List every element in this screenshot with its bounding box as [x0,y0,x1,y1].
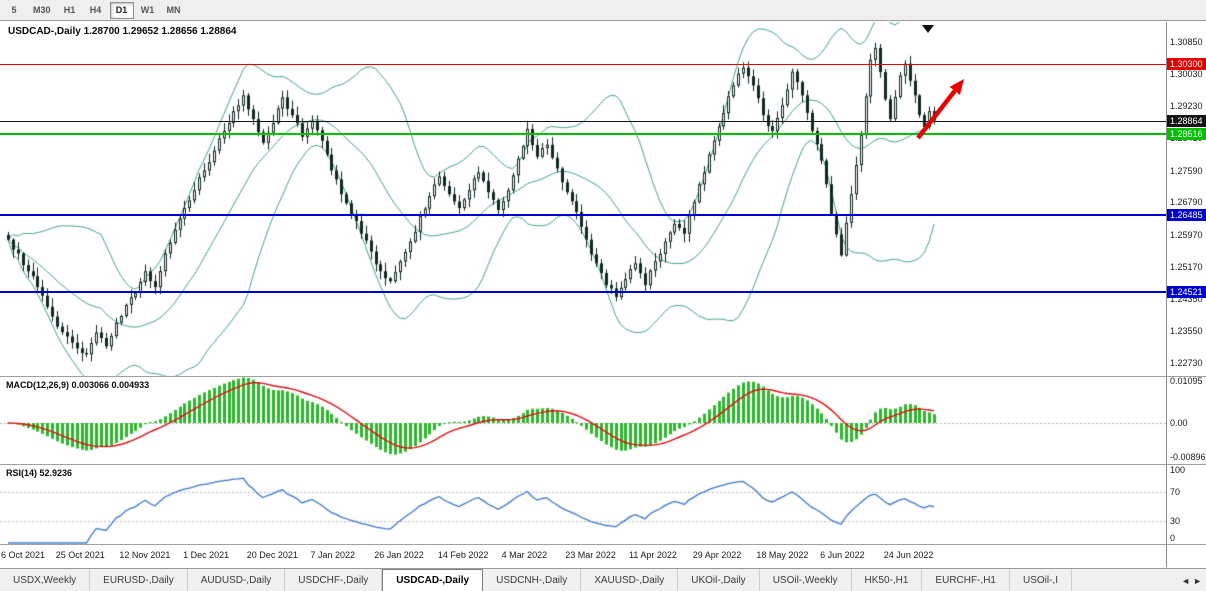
rsi-tick-label: 100 [1170,465,1186,475]
timeframe-button-m30[interactable]: M30 [33,5,51,15]
date-tick-label: 6 Jun 2022 [820,550,865,560]
date-tick-label: 11 Apr 2022 [629,550,677,560]
date-tick-label: 1 Dec 2021 [183,550,230,560]
date-tick-label: 23 Mar 2022 [565,550,616,560]
price-badge-1.26485: 1.26485 [1167,209,1206,221]
rsi-tick-label: 30 [1170,516,1181,527]
timeframe-button-h1[interactable]: H1 [63,5,76,15]
date-tick-label: 20 Dec 2021 [246,550,298,560]
price-badge-1.28864: 1.28864 [1167,115,1206,127]
tab-audusd-daily[interactable]: AUDUSD-,Daily [188,569,286,591]
date-tick-label: 14 Feb 2022 [437,550,489,560]
tab-usoil-i[interactable]: USOil-,I [1010,569,1072,591]
autoscroll-marker-icon[interactable] [922,25,934,33]
price-tick-label: 1.30850 [1170,37,1203,47]
date-tick-label: 26 Jan 2022 [374,550,424,560]
date-tick-label: 18 May 2022 [756,550,809,560]
timeframe-button-mn[interactable]: MN [166,5,181,15]
macd-tick-label: 0.01095 [1170,376,1203,386]
price-tick-label: 1.24350 [1170,293,1203,304]
timeframe-button-h4[interactable]: H4 [89,5,102,15]
macd-tick-label: -0.00896 [1170,452,1206,463]
macd-tick-label: 0.00 [1170,418,1188,428]
date-tick-label: 25 Oct 2021 [55,550,105,560]
price-axis[interactable]: 1.308501.300301.292301.284101.275901.267… [1166,22,1206,567]
price-tick-label: 1.23550 [1170,325,1203,336]
price-tick-label: 1.25970 [1170,229,1203,240]
pane-separator[interactable] [0,464,1206,465]
rsi-indicator-label: RSI(14) 52.9236 [6,468,73,478]
tab-hk50-h1[interactable]: HK50-,H1 [852,569,923,591]
timeframe-button-w1[interactable]: W1 [140,5,155,15]
price-line-1.28516[interactable] [0,133,1166,135]
tab-usdx-weekly[interactable]: USDX,Weekly [0,569,91,591]
tab-scroll-left-button[interactable]: ◄ [1181,575,1191,586]
tab-ukoil-daily[interactable]: UKOil-,Daily [678,569,760,591]
price-line-1.24521[interactable] [0,291,1166,293]
tab-usdcnh-daily[interactable]: USDCNH-,Daily [483,569,582,591]
price-tick-label: 1.30030 [1170,69,1203,80]
price-line-1.28864[interactable] [0,121,1166,122]
date-tick-label: 12 Nov 2021 [119,550,171,560]
timeframe-toolbar: 5 M30 H1 H4 D1 W1 MN [0,0,1206,21]
date-tick-label: 24 Jun 2022 [883,550,934,560]
tab-usoil-weekly[interactable]: USOil-,Weekly [760,569,852,591]
price-badge-1.24521: 1.24521 [1167,286,1206,298]
tab-usdcad-daily[interactable]: USDCAD-,Daily [382,569,484,591]
date-axis[interactable]: 6 Oct 2021 25 Oct 2021 12 Nov 2021 1 Dec 20… [0,545,1166,567]
price-badge-1.30300: 1.30300 [1167,58,1206,70]
timeframe-button-d1[interactable]: D1 [109,1,134,19]
price-badge-1.28516: 1.28516 [1167,128,1206,140]
tab-usdchf-daily[interactable]: USDCHF-,Daily [285,569,383,591]
price-tick-label: 1.25170 [1170,261,1203,272]
tab-scroll-right-button[interactable]: ► [1193,575,1202,586]
pane-separator [0,544,1206,545]
tab-eurchf-h1[interactable]: EURCHF-,H1 [922,569,1010,591]
price-tick-label: 1.27590 [1170,165,1203,176]
tab-eurusd-daily[interactable]: EURUSD-,Daily [90,569,188,591]
date-tick-label: 4 Mar 2022 [501,550,548,560]
price-tick-label: 1.22730 [1170,357,1203,368]
price-line-1.26485[interactable] [0,214,1166,216]
macd-indicator-label: MACD(12,26,9) 0.003066 0.004933 [6,380,150,390]
pane-separator[interactable] [0,376,1206,377]
date-tick-label: 7 Jan 2022 [310,550,356,560]
price-chart-canvas[interactable] [0,22,1166,567]
price-tick-label: 1.29230 [1170,101,1203,112]
chart-ohlc-header: USDCAD-,Daily 1.28700 1.29652 1.28656 1.… [8,26,237,37]
tab-xauusd-daily[interactable]: XAUUSD-,Daily [581,569,679,591]
date-tick-label: 29 Apr 2022 [692,550,742,560]
price-line-1.30300[interactable] [0,64,1166,65]
date-tick-label: 6 Oct 2021 [1,550,46,560]
rsi-tick-label: 70 [1170,486,1181,497]
timeframe-button-5[interactable]: 5 [11,5,17,15]
rsi-tick-label: 0 [1170,533,1176,543]
tab-scroll-controls: ◄ ► [1177,570,1206,591]
chart-tabs-bar: USDX,Weekly EURUSD-,Daily AUDUSD-,Daily USD… [0,568,1206,591]
price-tick-label: 1.26790 [1170,197,1203,208]
